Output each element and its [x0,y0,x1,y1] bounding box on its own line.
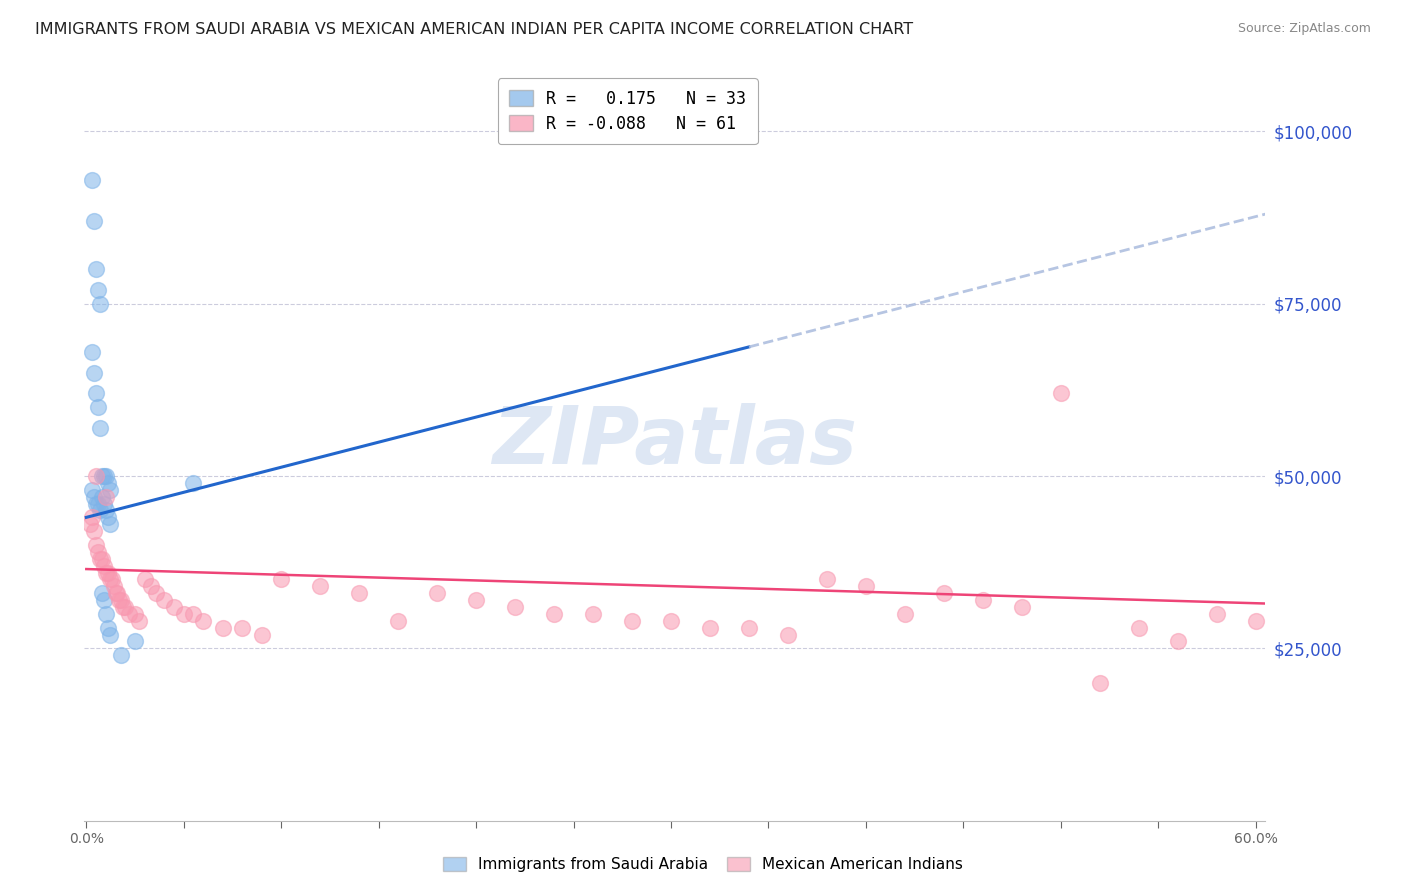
Point [1088,675,1111,690]
Point [89,421,111,435]
Point [815,573,838,587]
Point [193,614,215,628]
Point [387,614,409,628]
Point [93,469,115,483]
Point [1049,386,1071,401]
Point [118,607,141,621]
Point [1128,621,1150,635]
Point [87,283,110,297]
Point [699,621,721,635]
Point [94,566,117,580]
Point [87,497,110,511]
Point [621,614,644,628]
Point [1011,599,1033,614]
Point [97,510,120,524]
Legend: Immigrants from Saudi Arabia, Mexican American Indians: Immigrants from Saudi Arabia, Mexican Am… [436,849,970,880]
Point [84,497,107,511]
Point [87,545,110,559]
Point [173,607,195,621]
Point [98,627,121,641]
Point [270,573,292,587]
Point [183,607,205,621]
Point [89,551,111,566]
Point [659,614,682,628]
Point [110,593,132,607]
Point [87,400,110,414]
Point [94,503,117,517]
Point [93,497,115,511]
Point [93,593,115,607]
Point [250,627,273,641]
Point [163,599,186,614]
Point [97,566,120,580]
Point [100,573,122,587]
Point [1167,634,1189,648]
Point [94,490,117,504]
Point [84,538,107,552]
Text: Source: ZipAtlas.com: Source: ZipAtlas.com [1237,22,1371,36]
Point [183,475,205,490]
Point [231,621,253,635]
Point [82,172,104,186]
Point [855,579,877,593]
Point [128,614,150,628]
Point [110,648,132,663]
Point [124,634,146,648]
Point [83,490,105,504]
Point [82,510,104,524]
Point [98,517,121,532]
Point [82,483,104,497]
Point [79,517,101,532]
Point [932,586,955,600]
Point [1244,614,1267,628]
Point [98,483,121,497]
Point [972,593,994,607]
Point [347,586,370,600]
Point [90,490,112,504]
Point [776,627,799,641]
Point [104,586,127,600]
Point [83,524,105,538]
Text: IMMIGRANTS FROM SAUDI ARABIA VS MEXICAN AMERICAN INDIAN PER CAPITA INCOME CORREL: IMMIGRANTS FROM SAUDI ARABIA VS MEXICAN … [35,22,914,37]
Point [309,579,332,593]
Point [89,503,111,517]
Point [112,599,135,614]
Point [90,586,112,600]
Point [82,345,104,359]
Point [90,551,112,566]
Point [97,475,120,490]
Point [103,579,125,593]
Point [94,607,117,621]
Point [114,599,136,614]
Point [124,607,146,621]
Point [108,593,131,607]
Point [738,621,761,635]
Point [426,586,449,600]
Point [84,469,107,483]
Legend: R =   0.175   N = 33, R = -0.088   N = 61: R = 0.175 N = 33, R = -0.088 N = 61 [498,78,758,145]
Point [84,386,107,401]
Point [1205,607,1227,621]
Point [90,469,112,483]
Point [145,586,167,600]
Point [465,593,488,607]
Point [97,621,120,635]
Point [98,573,121,587]
Point [83,214,105,228]
Point [582,607,605,621]
Point [107,586,129,600]
Point [84,262,107,277]
Point [503,599,526,614]
Point [83,366,105,380]
Point [89,296,111,310]
Point [211,621,233,635]
Point [153,593,176,607]
Point [139,579,162,593]
Text: ZIPatlas: ZIPatlas [492,402,858,481]
Point [543,607,565,621]
Point [93,558,115,573]
Point [94,469,117,483]
Point [894,607,917,621]
Point [134,573,156,587]
